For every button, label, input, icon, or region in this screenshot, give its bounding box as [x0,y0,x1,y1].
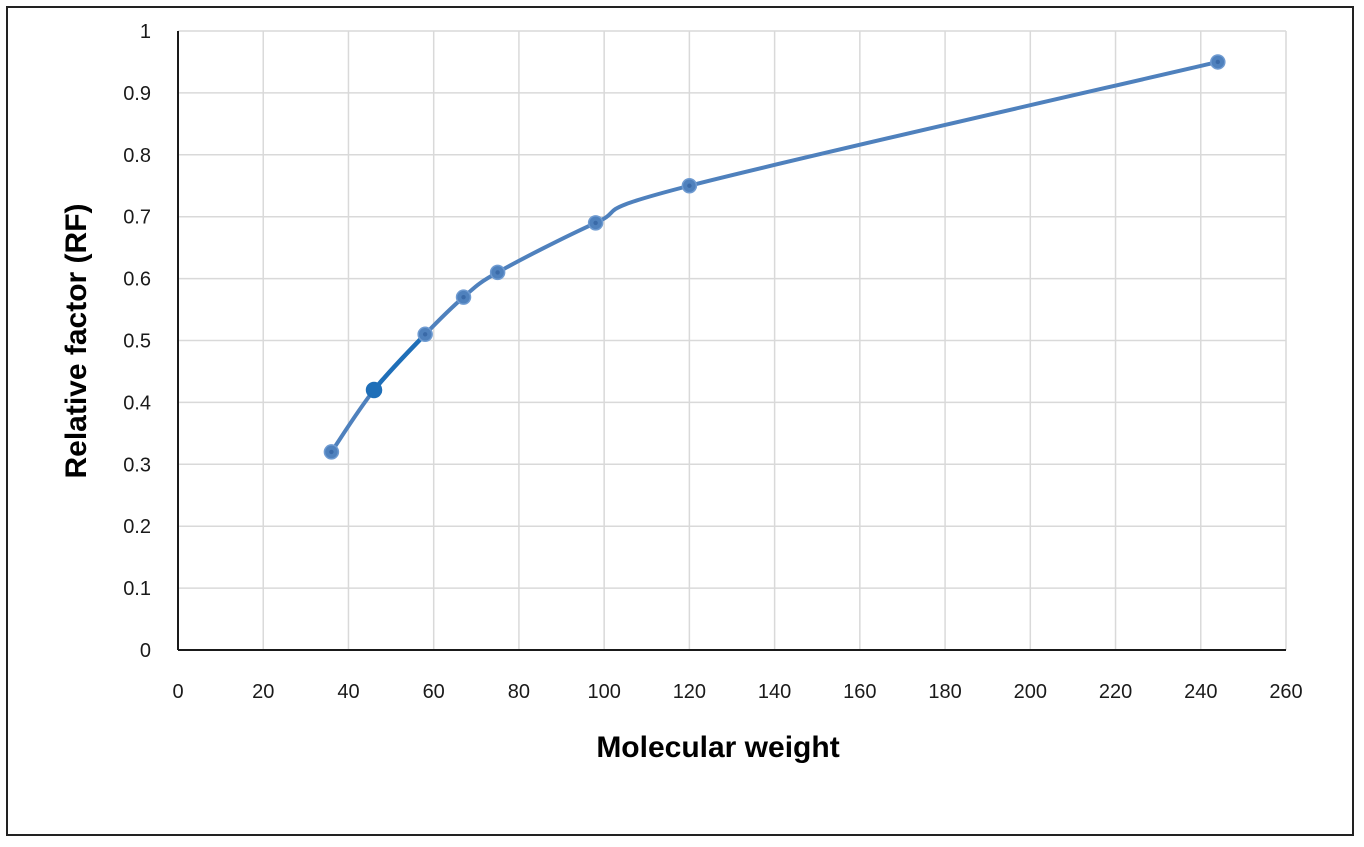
x-tick-label: 260 [1269,681,1302,703]
y-tick-label: 0.4 [123,392,151,414]
data-point-center [495,270,500,275]
data-point [365,381,383,399]
data-point-center [1215,59,1221,65]
data-series [323,54,1226,460]
y-tick-label: 0.8 [123,145,151,167]
x-tick-label: 40 [337,681,359,703]
data-point-center [422,332,428,337]
x-tick-label: 180 [928,681,961,703]
x-tick-label: 120 [673,681,706,703]
y-tick-label: 0.2 [123,516,151,538]
data-point-center [593,220,598,226]
axes [177,31,1286,651]
y-axis-title: Relative factor (RF) [60,203,93,478]
x-tick-labels: 0 20 40 60 80 100 120 140 160 180 200 220 240 260 [172,681,1302,703]
x-tick-label: 160 [843,681,876,703]
x-tick-label: 20 [252,681,274,703]
y-tick-label: 0.5 [123,331,151,353]
x-tick-label: 80 [508,681,530,703]
y-tick-label: 0 [140,640,151,662]
x-tick-label: 140 [758,681,791,703]
x-axis-title: Molecular weight [596,731,839,764]
y-tick-label: 1 [140,21,151,43]
x-tick-label: 60 [423,681,445,703]
chart-frame [6,6,1354,836]
data-point-center [687,183,692,188]
y-tick-label: 0.6 [123,269,151,291]
x-tick-label: 220 [1099,681,1132,703]
y-tick-labels: 0 0.1 0.2 0.3 0.4 0.5 0.6 0.7 0.8 0.9 1 [123,21,151,662]
y-tick-label: 0.7 [123,207,151,229]
x-tick-label: 100 [587,681,620,703]
x-tick-label: 0 [172,681,183,703]
data-point-center [329,449,334,455]
x-tick-label: 200 [1014,681,1047,703]
data-point-center [461,294,466,300]
y-tick-label: 0.1 [123,578,151,600]
y-tick-label: 0.9 [123,83,151,105]
x-tick-label: 240 [1184,681,1217,703]
grid-lines [177,30,1287,651]
y-tick-label: 0.3 [123,454,151,476]
highlighted-segment [371,332,428,393]
